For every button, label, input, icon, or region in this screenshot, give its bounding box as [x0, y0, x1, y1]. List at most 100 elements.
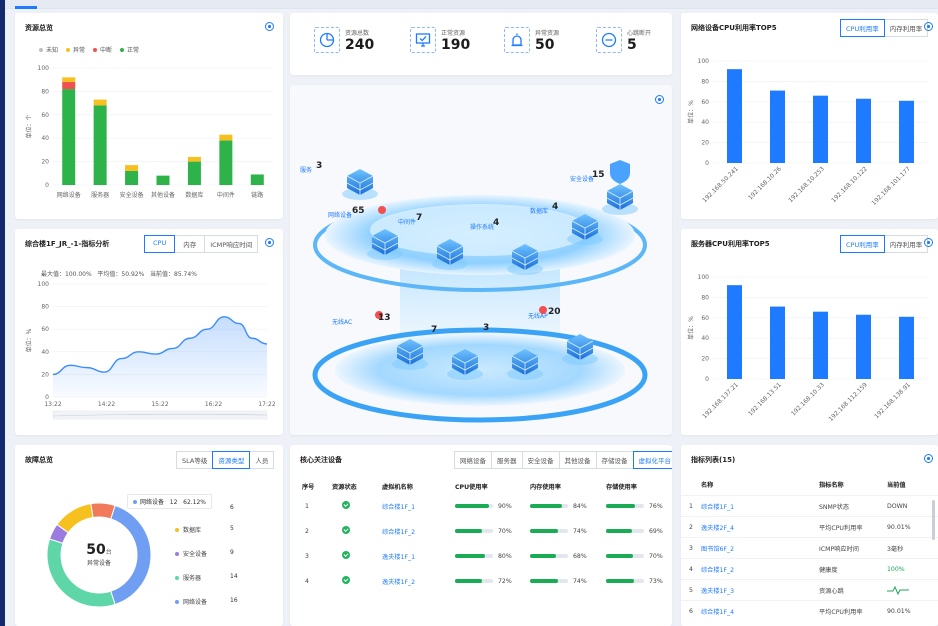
row-index: 6	[689, 607, 693, 615]
storage-usage-bar	[606, 579, 644, 583]
tab-storage[interactable]: 存储设备	[595, 451, 634, 469]
metric-name: ICMP响应时间	[819, 545, 859, 553]
tab-virtualization[interactable]: 虚拟化平台	[632, 451, 672, 469]
col-header: 虚拟机名称	[382, 483, 413, 491]
table-row[interactable]: 2 综合楼1F_2 70% 74% 69%	[290, 518, 672, 544]
area-fill	[53, 316, 267, 397]
legend-item[interactable]: 正常	[120, 45, 139, 54]
settings-icon[interactable]	[924, 22, 933, 31]
legend-item[interactable]: 异常	[66, 45, 85, 54]
row-index: 4	[305, 577, 309, 585]
vm-name-link[interactable]: 逸夫楼1F_2	[382, 578, 416, 586]
device-cube	[347, 169, 373, 195]
list-item[interactable]: 1 综合楼1F_1 SNMP状态 DOWN	[681, 495, 938, 516]
legend-item[interactable]: 中断	[93, 45, 112, 54]
net-cpu-top5-panel: 网络设备CPU利用率TOP5 CPU利用率 内存利用率 100 80 60 40 20 0…	[681, 13, 938, 219]
resource-name-link[interactable]: 逸夫楼1F_3	[701, 587, 735, 595]
x-tick-label: 13:22	[44, 401, 61, 408]
row-index: 1	[689, 502, 693, 510]
x-tick-label: 15:22	[151, 401, 168, 408]
bar	[856, 314, 871, 379]
tooltip-count: 12	[169, 499, 178, 506]
stat-total: 资源总数 240	[314, 27, 374, 53]
table-row[interactable]: 3 逸夫楼1F_1 80% 68% 70%	[290, 543, 672, 569]
bar	[813, 95, 828, 163]
legend-item[interactable]: 数据库	[175, 525, 201, 534]
settings-icon[interactable]	[924, 454, 933, 463]
cpu-usage-bar	[455, 504, 493, 508]
tab-network[interactable]: 网络设备	[454, 451, 492, 469]
list-item[interactable]: 3 图书馆6F_2 ICMP响应时间 3毫秒	[681, 537, 938, 558]
vm-name-link[interactable]: 综合楼1F_1	[382, 503, 416, 511]
col-header: 资源状态	[332, 483, 357, 491]
bar-segment	[62, 77, 76, 83]
resource-name-link[interactable]: 图书馆6F_2	[701, 545, 735, 553]
scene-count: 15	[592, 170, 605, 180]
panel-title: 综合楼1F_JR_-1-指标分析	[25, 240, 110, 248]
bar-segment	[62, 89, 76, 185]
tab-icmp[interactable]: ICMP响应时间	[204, 235, 259, 253]
metric-list-table: 名称 指标名称 当前值 1 综合楼1F_1 SNMP状态 DOWN 2 逸夫楼2F_4 平均…	[681, 473, 938, 623]
scene-count: 20	[548, 307, 561, 317]
alert-dot	[539, 306, 547, 314]
resource-name-link[interactable]: 综合楼1F_1	[701, 503, 735, 511]
scene-label: 网络设备	[328, 212, 353, 219]
legend-item[interactable]: 安全设备	[175, 549, 207, 558]
vm-name-link[interactable]: 逸夫楼1F_1	[382, 553, 416, 561]
vm-name-link[interactable]: 综合楼1F_2	[382, 528, 416, 536]
tab-cpu[interactable]: CPU利用率	[840, 19, 885, 37]
settings-icon[interactable]	[265, 238, 274, 247]
metric-value: DOWN	[887, 502, 908, 510]
metric-name: SNMP状态	[819, 503, 850, 511]
scene-count: 3	[316, 161, 323, 171]
metric-tabs: CPU利用率 内存利用率	[840, 19, 929, 37]
tab-cpu[interactable]: CPU利用率	[840, 235, 885, 253]
table-row[interactable]: 1 综合楼1F_1 90% 84% 76%	[290, 493, 672, 519]
status-ok-icon	[342, 526, 350, 536]
monitor-check-icon	[410, 27, 436, 53]
list-item[interactable]: 2 逸夫楼2F_4 平均CPU利用率 90.01%	[681, 516, 938, 537]
tab-resource-type[interactable]: 资源类型	[212, 451, 251, 469]
settings-icon[interactable]	[655, 95, 664, 104]
cube-edges	[451, 355, 479, 375]
tab-server[interactable]: 服务器	[491, 451, 523, 469]
y-axis-label: 单位：%	[687, 316, 695, 340]
list-item[interactable]: 6 综合楼1F_4 平均CPU利用率 90.01%	[681, 600, 938, 621]
table-row[interactable]: 4 逸夫楼1F_2 72% 74% 73%	[290, 568, 672, 594]
x-tick-label: 14:22	[98, 401, 115, 408]
bar-segment	[93, 99, 107, 106]
tab-other[interactable]: 其他设备	[558, 451, 597, 469]
list-item[interactable]: 4 综合楼1F_2 健康度 100%	[681, 558, 938, 579]
series-line	[52, 316, 268, 376]
metric-area-chart: 100 80 60 40 20 0 单位：% 13:22 14:22 15:22 16:22 17:2…	[25, 281, 276, 420]
x-tick-label: 中间件	[217, 191, 235, 199]
donut-tooltip: 网络设备 12 62.12%	[127, 494, 213, 509]
stat-abnormal: 异常资源 50	[504, 27, 559, 53]
list-item[interactable]: 5 逸夫楼1F_3 资源心跳	[681, 579, 938, 600]
legend-item[interactable]: 服务器	[175, 573, 201, 582]
panel-title: 资源总览	[25, 24, 53, 32]
resource-name-link[interactable]: 逸夫楼2F_4	[701, 524, 735, 532]
cpu-usage-bar	[455, 529, 493, 533]
alarm-icon	[504, 27, 530, 53]
tab-security[interactable]: 安全设备	[521, 451, 560, 469]
x-tick-label: 192.168.50.241	[701, 165, 740, 204]
row-index: 2	[305, 527, 309, 535]
scene-count: 4	[552, 202, 559, 212]
bar-segment	[125, 170, 139, 185]
list-scrollbar[interactable]	[932, 500, 935, 540]
y-tick-label: 40	[41, 135, 49, 142]
resource-name-link[interactable]: 综合楼1F_2	[701, 566, 735, 574]
col-header: 名称	[701, 481, 714, 489]
x-tick-label: 192.168.138.91	[873, 381, 912, 420]
legend-item[interactable]: 网络设备	[175, 597, 207, 606]
tab-cpu[interactable]: CPU	[144, 235, 176, 253]
resource-name-link[interactable]: 综合楼1F_4	[701, 608, 735, 616]
settings-icon[interactable]	[924, 238, 933, 247]
metric-tabs: CPU利用率 内存利用率	[840, 235, 929, 253]
legend-item[interactable]: 未知	[39, 45, 58, 54]
y-tick-label: 60	[701, 99, 709, 106]
metric-value: 90.01%	[887, 523, 911, 531]
device-cube	[512, 349, 538, 375]
settings-icon[interactable]	[265, 22, 274, 31]
